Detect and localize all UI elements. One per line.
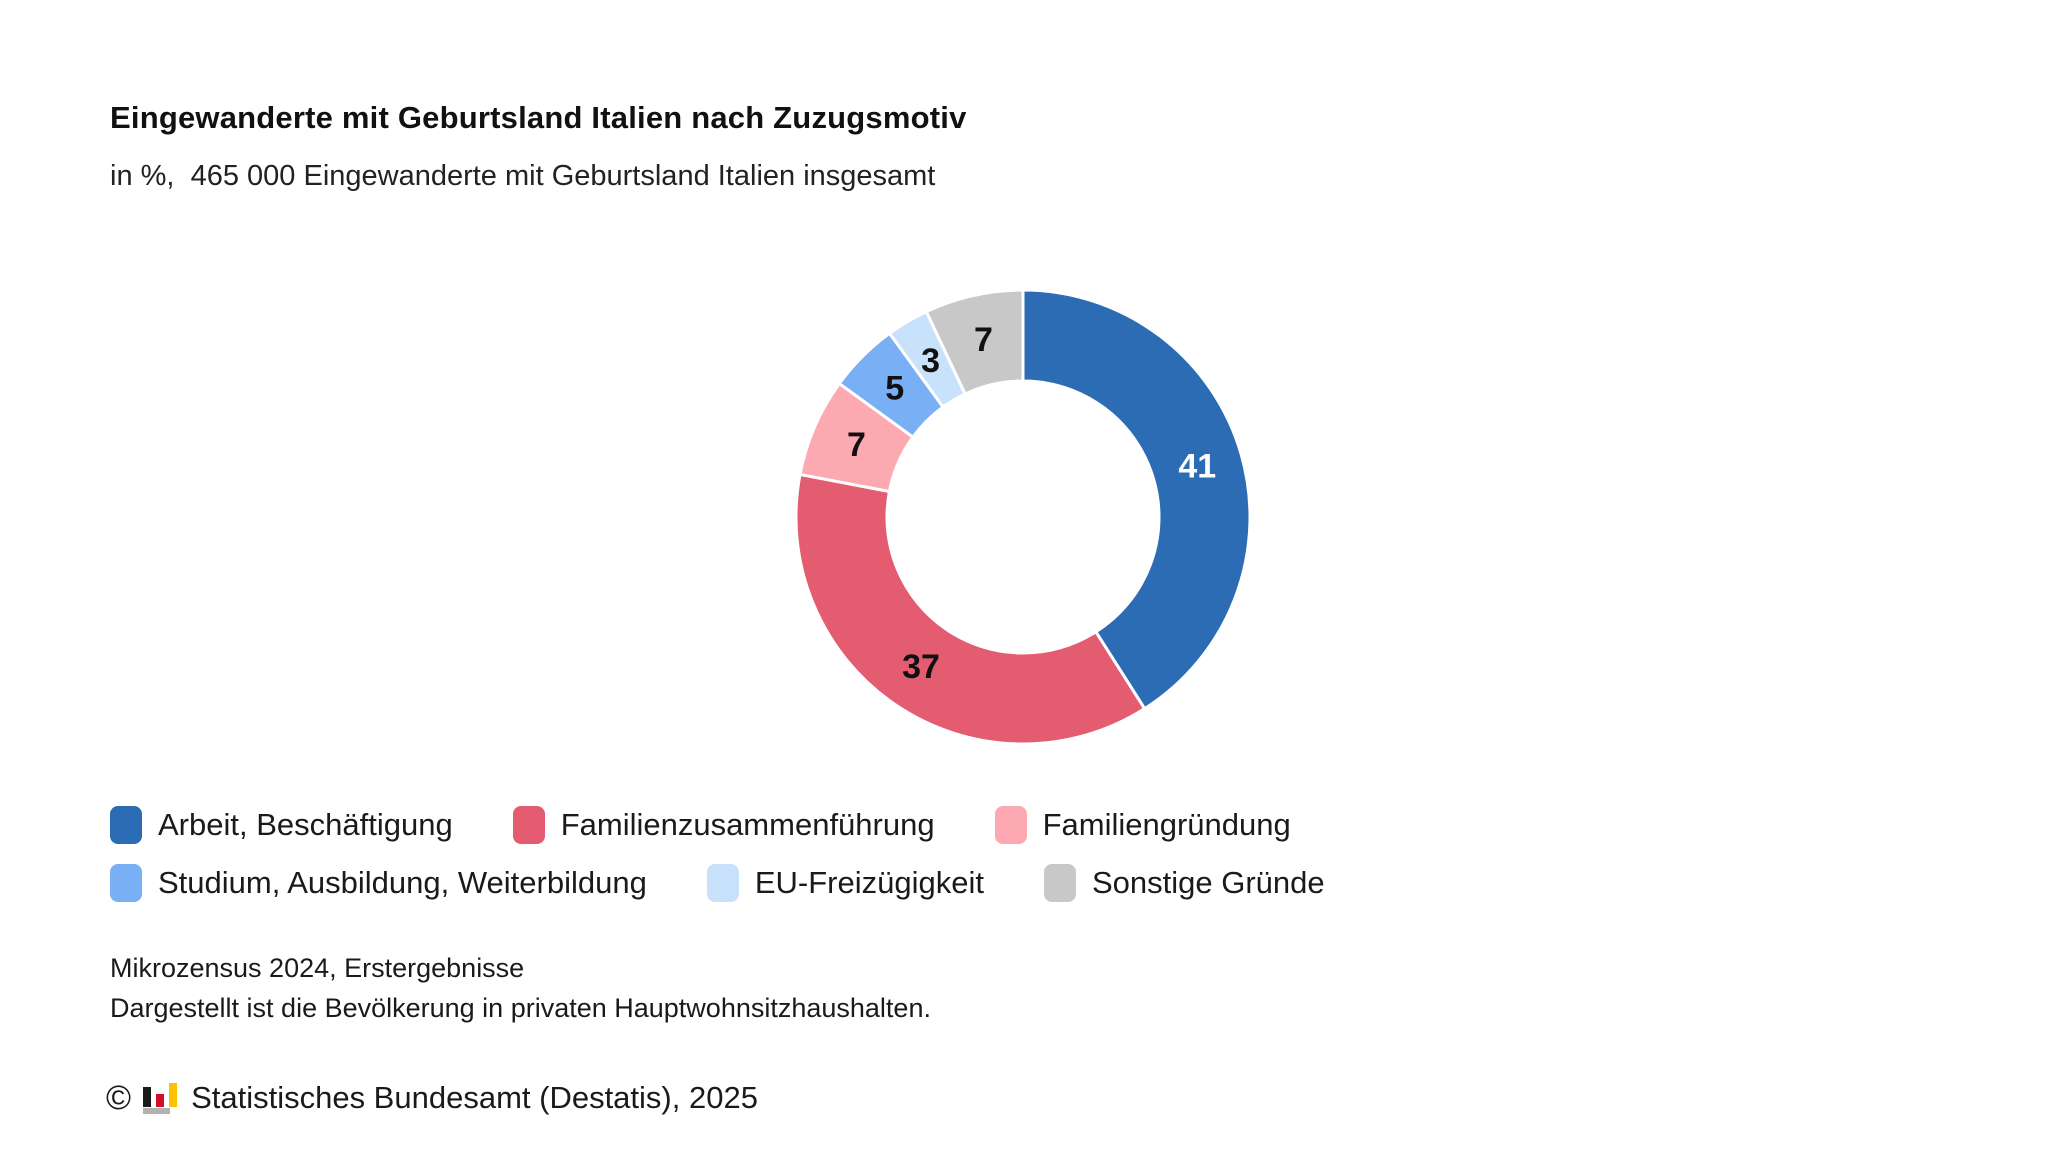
legend-swatch [706,864,739,902]
legend-row-1: Arbeit, Beschäftigung Familienzusammenfüh… [110,806,1325,844]
legend-label: Sonstige Gründe [1091,865,1325,900]
legend-item: Studium, Ausbildung, Weiterbildung [110,864,647,902]
donut-segment [1021,288,1252,711]
legend-label: Arbeit, Beschäftigung [158,807,453,842]
legend-item: Sonstige Gründe [1043,864,1325,902]
footnote-source: Mikrozensus 2024, Erstergebnisse [110,953,525,983]
logo-bar-base [143,1108,171,1114]
legend-swatch [110,864,142,902]
copyright-icon: © [106,1079,132,1117]
legend-swatch [512,806,545,844]
legend-item: Arbeit, Beschäftigung [110,806,453,844]
legend-row-2: Studium, Ausbildung, Weiterbildung EU-Fre… [110,864,1325,902]
logo-bar-red [156,1094,165,1107]
segment-value-label: 7 [974,321,993,359]
segment-value-label: 3 [921,342,940,380]
donut-segment [924,288,1025,396]
source-line: © Statistisches Bundesamt (Destatis), 20… [106,1080,758,1116]
legend-item: EU-Freizügigkeit [706,864,984,902]
segment-value-label: 5 [885,370,904,408]
footnotes: Mikrozensus 2024, Erstergebnisse Dargest… [110,948,931,1028]
segment-value-label: 37 [902,648,940,686]
source-text: Statistisches Bundesamt (Destatis), 2025 [191,1080,758,1115]
legend-item: Familienzusammenführung [512,806,935,844]
chart-subtitle: in %, 465 000 Eingewanderte mit Geburtsl… [110,160,936,192]
segment-value-label: 7 [847,426,866,464]
legend-swatch [110,806,142,844]
footnote-population: Dargestellt ist die Bevölkerung in priva… [110,993,931,1023]
legend-label: Familienzusammenführung [560,807,935,842]
legend-label: Familiengründung [1042,807,1291,842]
donut-segment [794,472,1147,746]
legend-label: EU-Freizügigkeit [754,865,984,900]
chart-title: Eingewanderte mit Geburtsland Italien na… [110,100,967,135]
segment-value-label: 41 [1178,447,1216,485]
legend-swatch [994,806,1027,844]
chart-legend: Arbeit, Beschäftigung Familienzusammenfüh… [110,806,1325,902]
destatis-logo-icon [143,1082,179,1114]
legend-swatch [1043,864,1076,902]
legend-label: Studium, Ausbildung, Weiterbildung [158,865,647,900]
logo-bar-yellow [169,1083,178,1107]
logo-bar-black [143,1087,152,1107]
legend-item: Familiengründung [994,806,1291,844]
